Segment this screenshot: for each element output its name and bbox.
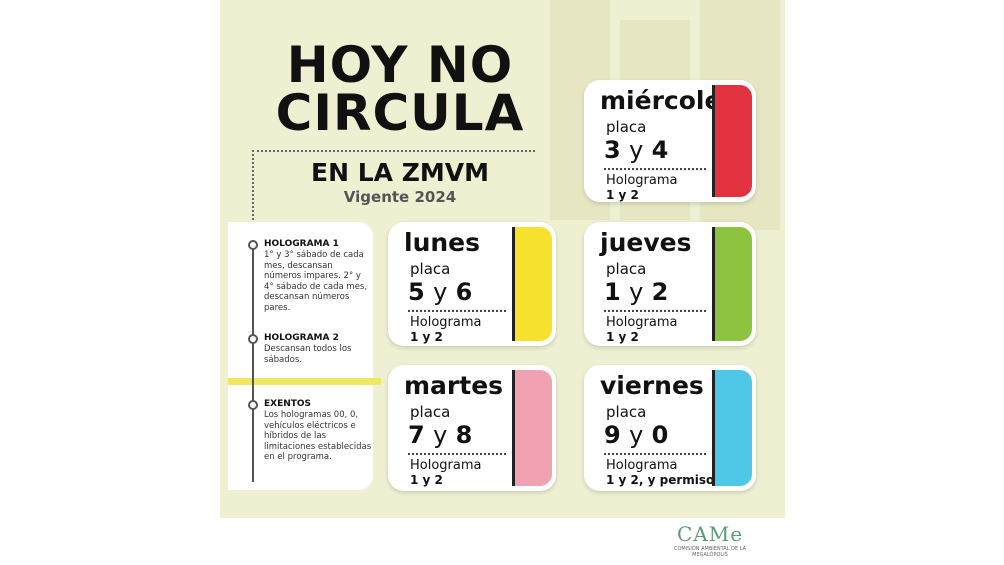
separator bbox=[604, 453, 706, 455]
conjunction: y bbox=[629, 136, 644, 164]
separator bbox=[408, 310, 506, 312]
exentos-title: EXENTOS bbox=[264, 399, 312, 409]
holograma2-text: Descansan todos los sábados. bbox=[264, 344, 352, 365]
bullet-icon bbox=[248, 400, 258, 410]
exentos-text: Los hologramas 00, 0, vehículos eléctric… bbox=[264, 410, 372, 462]
conjunction: y bbox=[433, 421, 448, 449]
plate-digit: 7 bbox=[408, 421, 425, 449]
plate-digit: 6 bbox=[455, 278, 473, 306]
info-panel: HOLOGRAMA 1 1° y 3° sábado de cada mes, … bbox=[228, 222, 381, 490]
holograma1-text: 1° y 3° sábado de cada mes, descansan nú… bbox=[264, 250, 368, 313]
holograma-value: 1 y 2 bbox=[410, 473, 443, 487]
plate-digit: 0 bbox=[651, 421, 669, 449]
holograma-label: Holograma bbox=[606, 458, 678, 473]
separator bbox=[604, 310, 706, 312]
subtitle: EN LA ZMVM bbox=[311, 158, 489, 187]
vigente: Vigente 2024 bbox=[343, 188, 457, 206]
placa-numbers: 5 y 6 bbox=[408, 278, 472, 306]
title-line2: CIRCULA bbox=[275, 84, 525, 142]
placa-numbers: 3 y 4 bbox=[604, 136, 668, 164]
holograma-value: 1 y 2 bbox=[410, 330, 443, 344]
holograma-label: Holograma bbox=[410, 315, 482, 330]
placa-label: placa bbox=[606, 260, 647, 278]
plate-digit: 8 bbox=[455, 421, 473, 449]
color-bar bbox=[512, 227, 552, 341]
separator bbox=[408, 453, 506, 455]
dotted-line bbox=[252, 150, 254, 240]
color-bar bbox=[712, 227, 752, 341]
timeline-line bbox=[252, 242, 254, 482]
conjunction: y bbox=[629, 278, 644, 306]
day-card-1: lunes placa 5 y 6 Holograma 1 y 2 bbox=[388, 222, 556, 346]
logo-mark: CAMe bbox=[676, 522, 744, 546]
logo-text: COMISIÓN AMBIENTAL DE LA MEGALÓPOLIS bbox=[673, 546, 747, 558]
placa-numbers: 7 y 8 bbox=[408, 421, 472, 449]
title-line1: HOY NO bbox=[286, 36, 514, 94]
separator bbox=[604, 168, 706, 170]
holograma1-title: HOLOGRAMA 1 bbox=[264, 239, 339, 249]
holograma-value: 1 y 2, y permisos bbox=[606, 473, 722, 487]
placa-label: placa bbox=[606, 403, 647, 421]
plate-digit: 3 bbox=[604, 136, 621, 164]
conjunction: y bbox=[629, 421, 644, 449]
conjunction: y bbox=[433, 278, 448, 306]
bullet-icon bbox=[248, 334, 258, 344]
holograma-value: 1 y 2 bbox=[606, 330, 639, 344]
bullet-icon bbox=[248, 240, 258, 250]
divider bbox=[228, 378, 381, 385]
plate-digit: 5 bbox=[408, 278, 425, 306]
day-card-3: martes placa 7 y 8 Holograma 1 y 2 bbox=[388, 365, 556, 491]
day-label: lunes bbox=[404, 228, 481, 257]
day-card-2: jueves placa 1 y 2 Holograma 1 y 2 bbox=[584, 222, 756, 346]
color-bar bbox=[512, 370, 552, 486]
day-label: jueves bbox=[600, 228, 692, 257]
holograma2-title: HOLOGRAMA 2 bbox=[264, 333, 339, 343]
came-logo: CAMe COMISIÓN AMBIENTAL DE LA MEGALÓPOLI… bbox=[660, 522, 760, 558]
placa-label: placa bbox=[410, 260, 451, 278]
day-label: viernes bbox=[600, 371, 704, 400]
holograma-label: Holograma bbox=[606, 173, 678, 188]
plate-digit: 9 bbox=[604, 421, 621, 449]
day-card-4: viernes placa 9 y 0 Holograma 1 y 2, y p… bbox=[584, 365, 756, 491]
plate-digit: 2 bbox=[651, 278, 669, 306]
day-card-0: miércoles placa 3 y 4 Holograma 1 y 2 bbox=[584, 80, 756, 202]
placa-numbers: 9 y 0 bbox=[604, 421, 668, 449]
color-bar bbox=[712, 370, 752, 486]
holograma-label: Holograma bbox=[410, 458, 482, 473]
dotted-line bbox=[252, 150, 535, 152]
placa-label: placa bbox=[606, 118, 647, 136]
day-label: martes bbox=[404, 371, 504, 400]
holograma-label: Holograma bbox=[606, 315, 678, 330]
plate-digit: 4 bbox=[651, 136, 669, 164]
placa-label: placa bbox=[410, 403, 451, 421]
plate-digit: 1 bbox=[604, 278, 621, 306]
color-bar bbox=[712, 85, 752, 197]
holograma-value: 1 y 2 bbox=[606, 188, 639, 202]
placa-numbers: 1 y 2 bbox=[604, 278, 668, 306]
